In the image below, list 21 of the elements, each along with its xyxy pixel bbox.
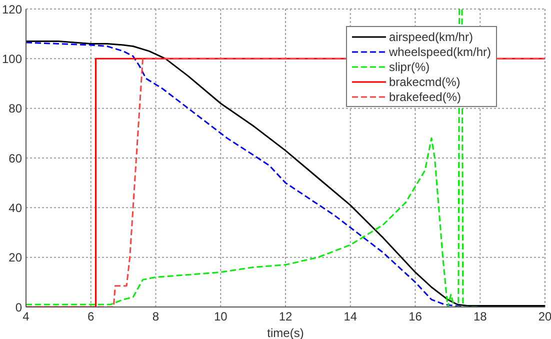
x-tick-label: 6 xyxy=(88,310,95,324)
legend-label: slipr(%) xyxy=(388,60,430,74)
x-tick-label: 4 xyxy=(22,310,30,324)
x-tick-label: 10 xyxy=(214,310,228,324)
legend-label: brakefeed(%) xyxy=(388,90,461,104)
y-tick-label: 20 xyxy=(8,250,22,265)
x-tick-label: 14 xyxy=(344,310,358,324)
x-tick-label: 16 xyxy=(408,310,422,324)
x-tick-label: 20 xyxy=(538,310,551,324)
legend-label: brakecmd(%) xyxy=(388,74,460,88)
legend-label: airspeed(km/hr) xyxy=(388,30,473,44)
x-tick-label: 18 xyxy=(473,310,488,324)
x-tick-label: 8 xyxy=(152,310,160,324)
y-tick-label: 60 xyxy=(8,151,22,166)
legend-label: wheelspeed(km/hr) xyxy=(388,44,491,58)
y-tick-label: 80 xyxy=(8,102,22,116)
y-tick-label: 0 xyxy=(15,300,22,314)
x-tick-label: 12 xyxy=(278,310,292,324)
y-tick-label: 100 xyxy=(2,52,22,66)
y-tick-label: 40 xyxy=(8,200,22,215)
y-tick-label: 120 xyxy=(2,2,22,16)
